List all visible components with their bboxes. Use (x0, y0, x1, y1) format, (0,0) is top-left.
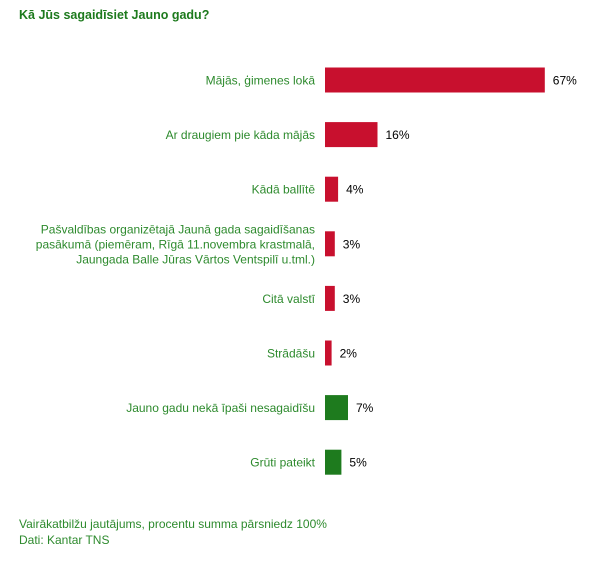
bar-5 (325, 340, 332, 366)
bar-2 (325, 176, 339, 202)
category-label-0: Mājās, ģimenes lokā (206, 74, 316, 88)
footnote-data-source: Dati: Kantar TNS (19, 533, 110, 547)
value-label-7: 5% (349, 456, 367, 470)
value-label-6: 7% (356, 401, 374, 415)
category-label-6: Jauno gadu nekā īpaši nesagaidīšu (126, 401, 315, 415)
footnote-multiple-answers: Vairākatbilžu jautājums, procentu summa … (19, 517, 327, 531)
bar-4 (325, 285, 335, 311)
category-label-1: Ar draugiem pie kāda mājās (166, 128, 315, 142)
bar-7 (325, 449, 342, 475)
category-label-7: Grūti pateikt (250, 456, 315, 470)
bar-3 (325, 231, 335, 257)
category-label-3-line-0: Pašvaldības organizētajā Jaunā gada saga… (41, 222, 315, 236)
category-label-4: Citā valstī (262, 292, 315, 306)
value-label-2: 4% (346, 183, 364, 197)
category-label-3-line-1: pasākumā (piemēram, Rīgā 11.novembra kra… (36, 237, 315, 251)
value-label-4: 3% (343, 292, 361, 306)
value-label-1: 16% (386, 128, 410, 142)
bar-0 (325, 67, 545, 93)
value-label-5: 2% (340, 347, 358, 361)
category-label-3-line-2: Jaungada Balle Jūras Vārtos Ventspilī u.… (76, 252, 315, 266)
chart-title: Kā Jūs sagaidīsiet Jauno gadu? (19, 8, 210, 22)
bar-1 (325, 122, 378, 148)
value-label-0: 67% (553, 74, 577, 88)
category-label-5: Strādāšu (267, 347, 315, 361)
value-label-3: 3% (343, 237, 361, 251)
category-label-2: Kādā ballītē (252, 183, 316, 197)
bar-6 (325, 395, 348, 421)
